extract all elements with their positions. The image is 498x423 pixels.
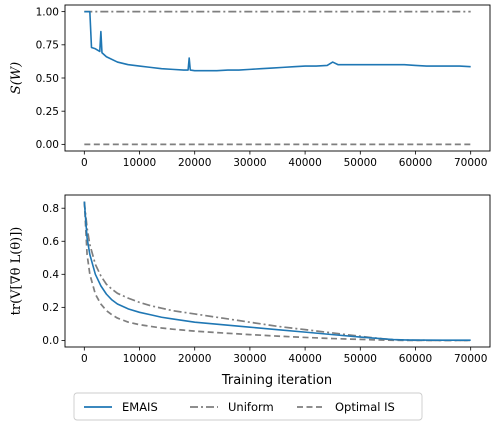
y-tick-label: 0.25 (36, 106, 59, 118)
y-tick-label: 0.8 (42, 203, 59, 215)
x-tick-label: 60000 (399, 157, 432, 169)
y-tick-label: 1.00 (36, 6, 59, 18)
x-tick-label: 70000 (454, 353, 487, 365)
y-tick-label: 0.75 (36, 40, 59, 52)
x-tick-label: 30000 (233, 353, 266, 365)
x-tick-label: 60000 (399, 353, 432, 365)
series-emais-line (83, 201, 471, 342)
top-plot-frame (64, 4, 491, 152)
legend-label-uniform: Uniform (228, 400, 274, 414)
bottom-xlabel: Training iteration (221, 373, 332, 388)
legend: EMAIS Uniform Optimal IS (73, 392, 423, 421)
y-tick-label: 0.6 (42, 236, 59, 248)
legend-frame (73, 392, 423, 421)
x-tick-label: 40000 (288, 353, 321, 365)
top-panel: 0 10000 20000 30000 40000 50000 60000 70000 0.00… (9, 4, 491, 169)
series-emais-line (84, 10, 471, 72)
y-tick-label: 0.0 (42, 335, 59, 347)
x-tick-label: 0 (81, 353, 88, 365)
x-tick-label: 20000 (178, 157, 211, 169)
series-uniform-line (83, 201, 471, 342)
legend-label-optimal-is: Optimal IS (335, 400, 395, 414)
x-tick-label: 40000 (288, 157, 321, 169)
x-tick-label: 30000 (233, 157, 266, 169)
bottom-panel: 0 10000 20000 30000 40000 50000 60000 70000 0.0 0… (9, 194, 491, 388)
y-tick-label: 0.00 (36, 139, 59, 151)
x-tick-label: 70000 (454, 157, 487, 169)
x-tick-label: 0 (81, 157, 88, 169)
x-tick-label: 10000 (123, 353, 156, 365)
bottom-ylabel: tr(V[∇θ L(θ)]) (9, 227, 24, 316)
series-optimal-is-line (83, 201, 471, 342)
top-ylabel: S(W) (9, 62, 24, 94)
x-tick-label: 50000 (344, 157, 377, 169)
y-tick-label: 0.4 (42, 269, 59, 281)
legend-label-emais: EMAIS (122, 400, 158, 414)
x-tick-label: 20000 (178, 353, 211, 365)
y-tick-label: 0.50 (36, 73, 59, 85)
x-tick-label: 50000 (344, 353, 377, 365)
x-tick-label: 10000 (123, 157, 156, 169)
y-tick-label: 0.2 (42, 302, 59, 314)
bottom-plot-frame (64, 194, 491, 348)
